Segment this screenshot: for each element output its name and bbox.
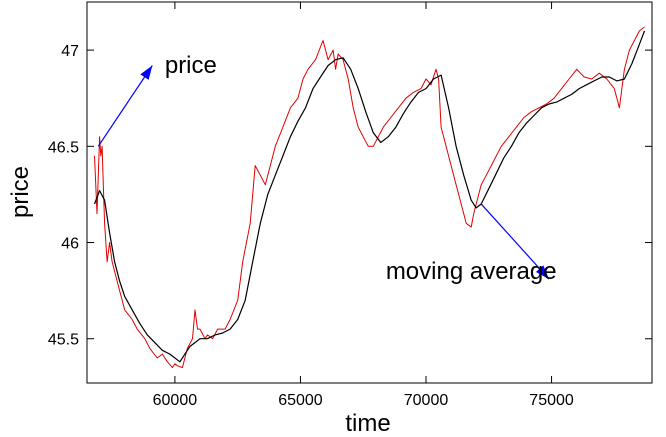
y-tick-label: 45.5 — [48, 332, 79, 349]
plot-frame — [86, 1, 653, 384]
price-series-line — [94, 26, 645, 369]
x-axis-label: time — [345, 410, 390, 437]
y-tick-label: 46.5 — [48, 139, 79, 156]
y-tick-label: 46 — [61, 236, 79, 253]
axis-ticks: 60000 65000 70000 75000 45.5 46 46.5 47 — [48, 2, 652, 409]
annotation-arrow-head — [140, 65, 153, 80]
annotations: price moving average — [97, 52, 557, 285]
series-lines — [93, 26, 646, 369]
annotation-arrow-head — [535, 265, 550, 280]
annotation-text: moving average — [386, 258, 557, 285]
annotation-arrow-line — [97, 65, 153, 147]
annotation-arrow-line — [480, 203, 550, 280]
y-axis-label: price — [7, 166, 34, 218]
y-tick-label: 47 — [61, 43, 79, 60]
x-tick-label: 65000 — [278, 392, 323, 409]
x-tick-label: 60000 — [153, 392, 198, 409]
x-tick-label: 75000 — [529, 392, 574, 409]
x-tick-label: 70000 — [404, 392, 449, 409]
moving-average-series-line — [93, 30, 646, 363]
annotation-text: price — [165, 52, 217, 79]
